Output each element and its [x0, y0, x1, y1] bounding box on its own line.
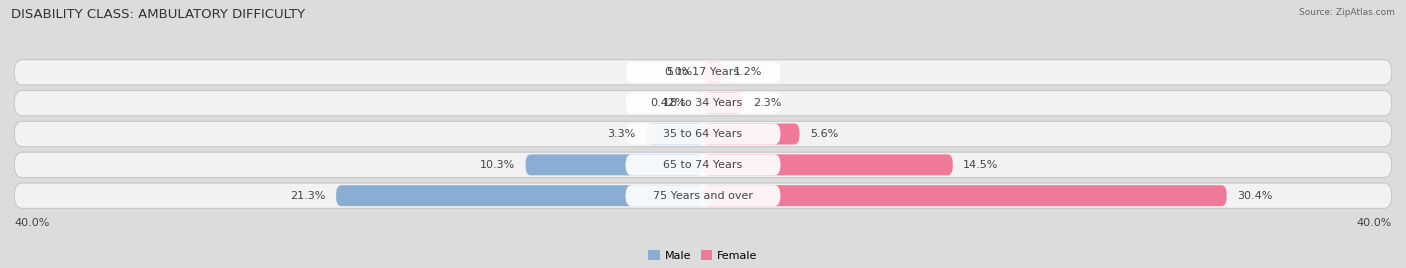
Text: 1.2%: 1.2%	[734, 67, 762, 77]
Text: 14.5%: 14.5%	[963, 160, 998, 170]
Text: 0.0%: 0.0%	[665, 67, 693, 77]
FancyBboxPatch shape	[14, 121, 1392, 147]
FancyBboxPatch shape	[703, 185, 1226, 206]
Text: 65 to 74 Years: 65 to 74 Years	[664, 160, 742, 170]
Text: 30.4%: 30.4%	[1237, 191, 1272, 201]
FancyBboxPatch shape	[703, 154, 953, 175]
Text: 5 to 17 Years: 5 to 17 Years	[666, 67, 740, 77]
FancyBboxPatch shape	[336, 185, 703, 206]
Text: 2.3%: 2.3%	[754, 98, 782, 108]
Text: 5.6%: 5.6%	[810, 129, 838, 139]
FancyBboxPatch shape	[14, 60, 1392, 85]
Text: 40.0%: 40.0%	[14, 218, 49, 228]
FancyBboxPatch shape	[526, 154, 703, 175]
FancyBboxPatch shape	[626, 93, 780, 114]
FancyBboxPatch shape	[626, 185, 780, 206]
Text: 18 to 34 Years: 18 to 34 Years	[664, 98, 742, 108]
Text: 35 to 64 Years: 35 to 64 Years	[664, 129, 742, 139]
Text: Source: ZipAtlas.com: Source: ZipAtlas.com	[1299, 8, 1395, 17]
Text: 0.42%: 0.42%	[650, 98, 686, 108]
FancyBboxPatch shape	[626, 154, 780, 175]
Text: DISABILITY CLASS: AMBULATORY DIFFICULTY: DISABILITY CLASS: AMBULATORY DIFFICULTY	[11, 8, 305, 21]
FancyBboxPatch shape	[14, 91, 1392, 116]
FancyBboxPatch shape	[647, 124, 703, 144]
FancyBboxPatch shape	[703, 124, 800, 144]
FancyBboxPatch shape	[626, 62, 780, 83]
FancyBboxPatch shape	[626, 124, 780, 144]
Legend: Male, Female: Male, Female	[644, 246, 762, 266]
FancyBboxPatch shape	[703, 62, 724, 83]
FancyBboxPatch shape	[696, 93, 703, 114]
Text: 3.3%: 3.3%	[607, 129, 636, 139]
Text: 10.3%: 10.3%	[479, 160, 515, 170]
Text: 40.0%: 40.0%	[1357, 218, 1392, 228]
FancyBboxPatch shape	[14, 183, 1392, 208]
Text: 75 Years and over: 75 Years and over	[652, 191, 754, 201]
FancyBboxPatch shape	[14, 152, 1392, 177]
Text: 21.3%: 21.3%	[291, 191, 326, 201]
FancyBboxPatch shape	[703, 93, 742, 114]
